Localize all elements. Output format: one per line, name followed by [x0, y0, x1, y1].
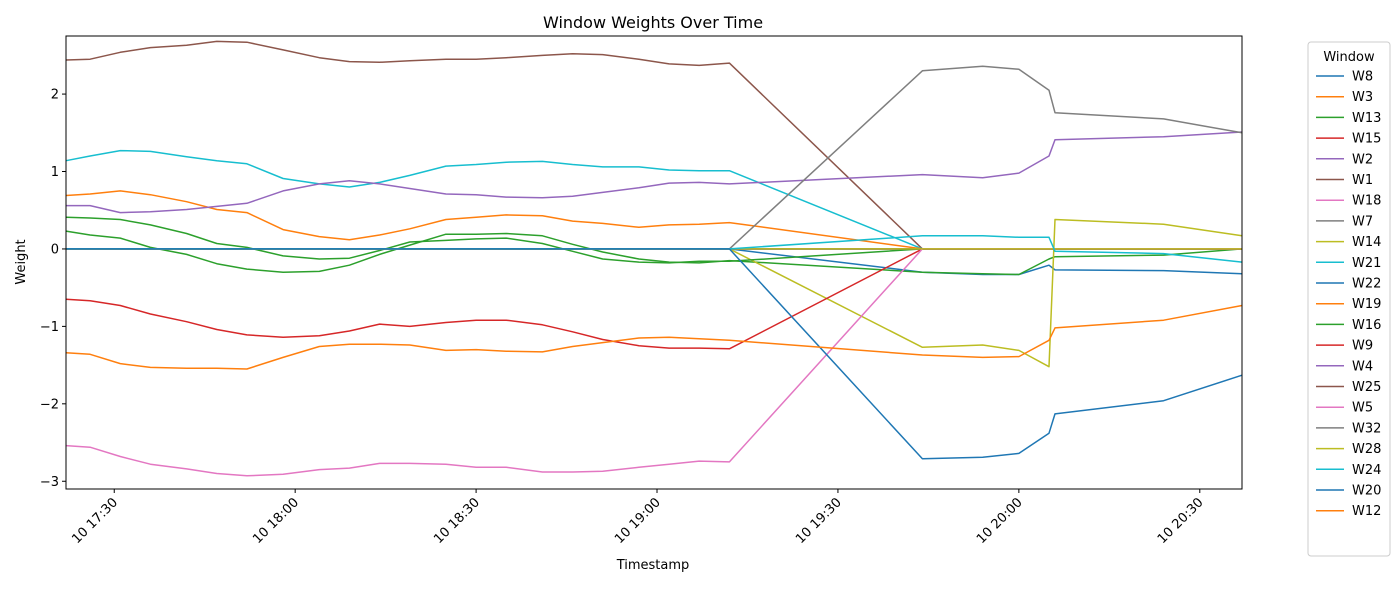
- legend-label-w15: W15: [1352, 132, 1381, 147]
- legend-label-w2: W2: [1352, 152, 1373, 167]
- x-tick-label: 10 17:30: [69, 495, 121, 547]
- legend-label-w5: W5: [1352, 401, 1373, 416]
- legend-label-w13: W13: [1352, 111, 1381, 126]
- x-tick-label: 10 18:30: [431, 495, 483, 547]
- x-tick-label: 10 19:30: [793, 495, 845, 547]
- x-axis-label: Timestamp: [616, 558, 690, 573]
- y-tick-label: −3: [40, 475, 59, 490]
- legend-label-w32: W32: [1352, 421, 1381, 436]
- series-line-w32: [66, 65, 1243, 250]
- legend-label-w24: W24: [1352, 463, 1381, 478]
- legend-label-w22: W22: [1352, 277, 1381, 292]
- series-line-w5: [65, 248, 1242, 477]
- legend: Window W8 W3 W13 W15 W2 W1 W18 W7 W14 W21 W22 W19 W1…: [1307, 41, 1391, 557]
- legend-label-w14: W14: [1352, 235, 1381, 250]
- series-line-w21: [65, 149, 1242, 250]
- legend-label-w1: W1: [1352, 173, 1373, 188]
- plot-frame: [65, 35, 1243, 490]
- legend-label-w9: W9: [1352, 339, 1373, 354]
- legend-label-w19: W19: [1352, 297, 1381, 312]
- legend-label-w3: W3: [1352, 90, 1373, 105]
- y-axis-label: Weight: [14, 239, 29, 284]
- y-tick-label: 1: [51, 165, 59, 180]
- x-tick-label: 10 19:00: [612, 495, 664, 547]
- series-line-w13: [65, 230, 1243, 276]
- legend-label-w4: W4: [1352, 359, 1373, 374]
- y-tick-label: −1: [40, 320, 59, 335]
- legend-label-w16: W16: [1352, 318, 1381, 333]
- legend-title: Window: [1323, 50, 1375, 65]
- series-line-w1: [65, 40, 1242, 250]
- series-line-w9: [65, 248, 1242, 350]
- x-axis: 10 17:30 10 18:00 10 18:30 10 19:00 10 19:30…: [69, 489, 1207, 547]
- x-tick-label: 10 20:00: [974, 495, 1026, 547]
- x-tick-label: 10 18:00: [250, 495, 302, 547]
- legend-label-w21: W21: [1352, 256, 1381, 271]
- series-line-w14: [66, 218, 1243, 368]
- y-tick-label: 2: [51, 88, 59, 103]
- y-tick-label: −2: [40, 397, 59, 412]
- y-axis: −3 −2 −1 0 1 2: [40, 88, 66, 490]
- legend-label-w8: W8: [1352, 70, 1373, 85]
- series-line-w8: [66, 248, 1243, 276]
- series-line-w4: [66, 131, 1243, 214]
- legend-label-w7: W7: [1352, 214, 1373, 229]
- legend-label-w25: W25: [1352, 380, 1381, 395]
- series-lines: [65, 40, 1243, 477]
- legend-label-w12: W12: [1352, 504, 1381, 519]
- chart-title: Window Weights Over Time: [543, 13, 763, 32]
- legend-label-w28: W28: [1352, 442, 1381, 457]
- legend-label-w18: W18: [1352, 194, 1381, 209]
- x-tick-label: 10 20:30: [1155, 495, 1207, 547]
- series-line-w20: [66, 248, 1243, 460]
- series-line-w12: [65, 304, 1243, 370]
- legend-label-w20: W20: [1352, 484, 1381, 499]
- y-tick-label: 0: [51, 242, 59, 257]
